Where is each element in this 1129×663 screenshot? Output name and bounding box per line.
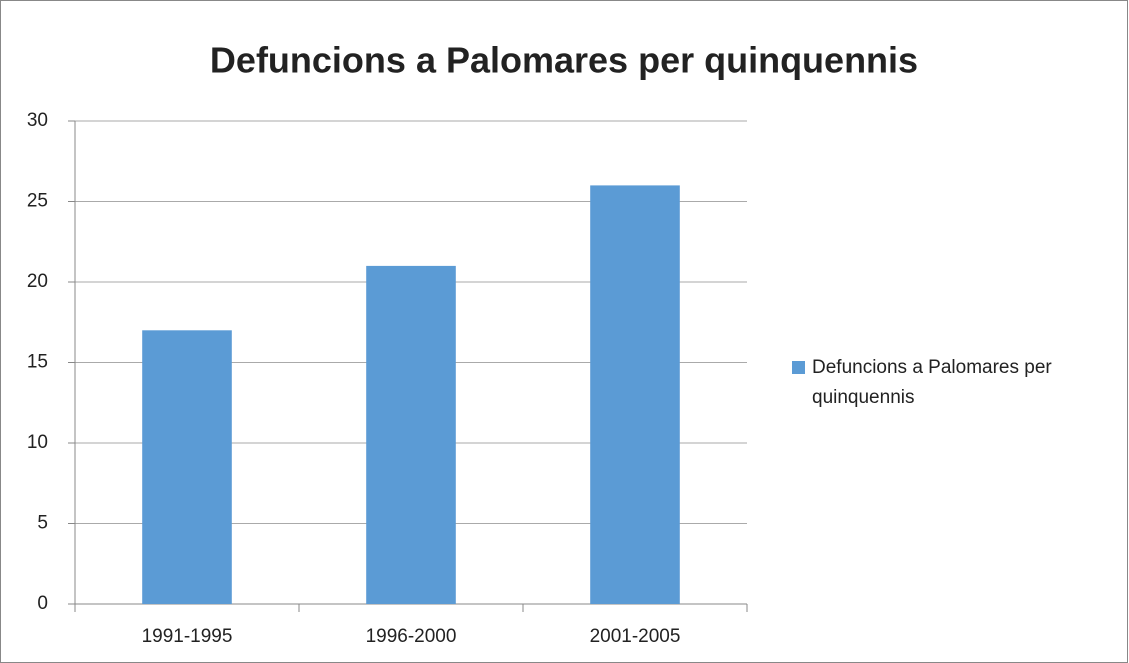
chart-title: Defuncions a Palomares per quinquennis bbox=[210, 40, 918, 81]
y-tick-label: 15 bbox=[27, 352, 48, 373]
legend: Defuncions a Palomares per quinquennis bbox=[792, 353, 1122, 413]
y-tick-label: 20 bbox=[27, 271, 48, 292]
x-tick-label: 2001-2005 bbox=[590, 626, 681, 647]
bar bbox=[590, 185, 680, 604]
bar bbox=[142, 330, 232, 604]
y-tick-label: 30 bbox=[27, 110, 48, 131]
y-tick-label: 0 bbox=[37, 593, 48, 614]
x-tick-label: 1991-1995 bbox=[142, 626, 233, 647]
bar bbox=[366, 265, 456, 604]
y-tick-label: 5 bbox=[37, 513, 48, 534]
y-tick-label: 25 bbox=[27, 191, 48, 212]
legend-swatch bbox=[792, 361, 805, 374]
x-tick-label: 1996-2000 bbox=[366, 626, 457, 647]
y-tick-label: 10 bbox=[27, 432, 48, 453]
legend-label: Defuncions a Palomares per quinquennis bbox=[812, 357, 1052, 408]
